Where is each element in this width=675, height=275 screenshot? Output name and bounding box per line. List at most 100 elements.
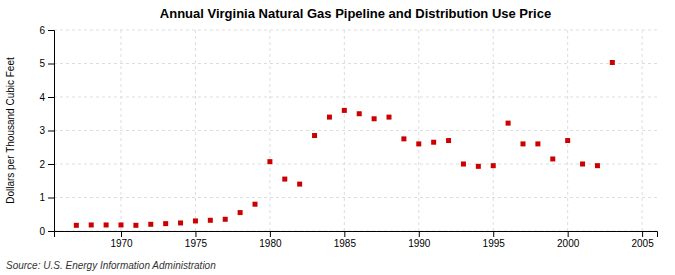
point (506, 121, 511, 126)
point (610, 60, 615, 65)
title: Annual Virginia Natural Gas Pipeline and… (160, 6, 551, 21)
x-axis-line (55, 232, 658, 238)
x-tick: 1980 (259, 231, 282, 249)
x-tick: 1985 (334, 231, 357, 249)
point (521, 141, 526, 146)
x-tick-mark (642, 231, 643, 237)
y-tick: 1 (39, 192, 54, 203)
grid-line-x (418, 30, 419, 231)
source: Source: U.S. Energy Information Administ… (6, 260, 216, 271)
point (372, 116, 377, 121)
y-tick-mark (48, 231, 54, 232)
point (580, 162, 585, 167)
point (431, 140, 436, 145)
point (357, 111, 362, 116)
y-tick-label: 2 (39, 159, 45, 170)
y-tick-label: 5 (39, 58, 45, 69)
y-tick-mark (48, 198, 54, 199)
x-tick: 1995 (483, 231, 506, 249)
grid-line-x (195, 30, 196, 231)
point (89, 222, 94, 227)
grid-line-y (54, 97, 657, 98)
y-axis-title: Dollars per Thousand Cubic Feet (5, 57, 16, 204)
grid-line-x (642, 30, 643, 231)
x-tick-mark (344, 231, 345, 237)
point (312, 133, 317, 138)
point (119, 222, 124, 227)
point (342, 108, 347, 113)
x-axis: 1970 1975 1980 1985 1990 1995 2000 2005 (55, 231, 658, 249)
x-tick-mark (270, 231, 271, 237)
y-tick-label: 1 (39, 192, 45, 203)
point (238, 210, 243, 215)
point (223, 217, 228, 222)
grid-line-y (54, 197, 657, 198)
x-tick: 2005 (631, 231, 654, 249)
y-tick: 5 (39, 58, 54, 69)
point (565, 138, 570, 143)
y-tick: 0 (39, 226, 54, 237)
y-tick-mark (48, 30, 54, 31)
y-tick-mark (48, 64, 54, 65)
x-tick: 1970 (110, 231, 133, 249)
grid-line-y (54, 30, 657, 31)
point (401, 136, 406, 141)
y-tick-label: 6 (39, 25, 45, 36)
point (327, 115, 332, 120)
plot-area (74, 60, 615, 228)
point (535, 141, 540, 146)
grid-line-x (121, 30, 122, 231)
x-tick-label: 1995 (483, 238, 506, 249)
point (476, 164, 481, 169)
y-tick: 3 (39, 125, 54, 136)
grid-line-y (54, 164, 657, 165)
grid-line-y (54, 130, 657, 131)
y-tick: 6 (39, 25, 54, 36)
x-tick-mark (568, 231, 569, 237)
x-tick: 1975 (185, 231, 208, 249)
y-tick-label: 0 (39, 226, 45, 237)
point (446, 138, 451, 143)
x-tick-label: 1975 (185, 238, 208, 249)
point (387, 115, 392, 120)
point (178, 220, 183, 225)
grid-line-x (567, 30, 568, 231)
x-tick: 2000 (557, 231, 580, 249)
grid-line-x (493, 30, 494, 231)
x-tick-mark (195, 231, 196, 237)
point (461, 162, 466, 167)
x-tick-mark (493, 231, 494, 237)
y-tick-mark (48, 131, 54, 132)
point (282, 177, 287, 182)
point (491, 163, 496, 168)
point (208, 218, 213, 223)
y-tick-label: 3 (39, 125, 45, 136)
grid-line-x (344, 30, 345, 231)
x-tick-label: 1985 (334, 238, 357, 249)
y-tick-label: 4 (39, 92, 45, 103)
point (416, 141, 421, 146)
point (148, 222, 153, 227)
x-tick-label: 1980 (259, 238, 282, 249)
x-tick: 1990 (408, 231, 431, 249)
grid-line-x (269, 30, 270, 231)
point (193, 218, 198, 223)
y-tick: 2 (39, 159, 54, 170)
grid (54, 30, 657, 231)
chart: 1970 1975 1980 1985 1990 1995 2000 2005 0 1 2 3 4 5 6 A… (0, 0, 675, 275)
x-tick-label: 1990 (408, 238, 431, 249)
point (550, 156, 555, 161)
point (267, 159, 272, 164)
y-tick-mark (48, 164, 54, 165)
x-tick-mark (121, 231, 122, 237)
y-tick: 4 (39, 92, 54, 103)
point (253, 202, 258, 207)
point (595, 163, 600, 168)
point (74, 223, 79, 228)
grid-line-y (54, 63, 657, 64)
point (297, 182, 302, 187)
x-tick-label: 2005 (631, 238, 654, 249)
y-tick-mark (48, 97, 54, 98)
point (133, 223, 138, 228)
point (104, 222, 109, 227)
